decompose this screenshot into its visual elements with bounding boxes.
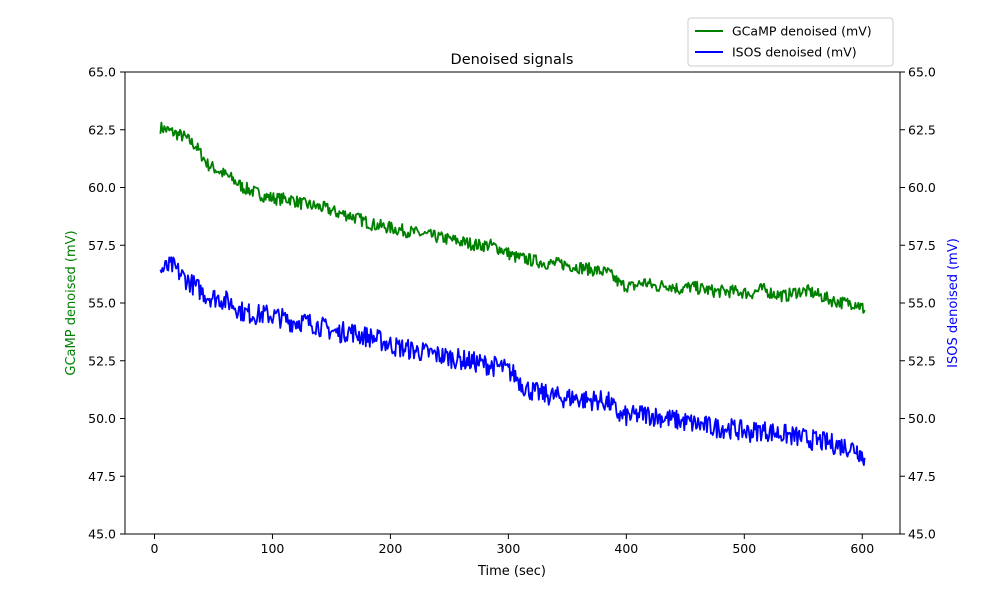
x-tick-label: 300 — [496, 541, 520, 556]
left-axis-ticks: 45.0 47.5 50.0 52.5 55.0 57.5 60.0 62.5 65.0 — [88, 65, 125, 542]
x-axis-label: Time (sec) — [477, 564, 546, 579]
legend: GCaMP denoised (mV) ISOS denoised (mV) — [687, 17, 894, 67]
x-tick-label: 200 — [378, 541, 402, 556]
left-tick-label: 55.0 — [88, 296, 116, 311]
chart-title: Denoised signals — [451, 52, 574, 68]
left-tick-label: 47.5 — [88, 469, 116, 484]
right-tick-label: 50.0 — [908, 411, 936, 426]
x-axis-ticks: 0 100 200 300 400 500 600 — [151, 534, 874, 556]
series-line-isos — [159, 256, 866, 467]
legend-label-isos: ISOS denoised (mV) — [732, 45, 857, 60]
right-axis-label: ISOS denoised (mV) — [946, 238, 961, 368]
right-tick-label: 52.5 — [908, 353, 936, 368]
left-tick-label: 50.0 — [88, 411, 116, 426]
x-tick-label: 0 — [151, 541, 159, 556]
right-tick-label: 60.0 — [908, 180, 936, 195]
x-tick-label: 500 — [732, 541, 756, 556]
legend-label-gcamp: GCaMP denoised (mV) — [732, 24, 872, 39]
left-tick-label: 57.5 — [88, 238, 116, 253]
right-tick-label: 47.5 — [908, 469, 936, 484]
right-tick-label: 65.0 — [908, 65, 936, 80]
right-axis-ticks: 45.0 47.5 50.0 52.5 55.0 57.5 60.0 62.5 65.0 — [900, 65, 936, 542]
right-tick-label: 45.0 — [908, 527, 936, 542]
series-line-gcamp — [159, 121, 866, 314]
right-tick-label: 57.5 — [908, 238, 936, 253]
left-tick-label: 52.5 — [88, 353, 116, 368]
left-tick-label: 45.0 — [88, 527, 116, 542]
x-tick-label: 600 — [850, 541, 874, 556]
x-tick-label: 400 — [614, 541, 638, 556]
legend-box — [687, 17, 894, 67]
plot-lines — [159, 121, 866, 467]
left-tick-label: 60.0 — [88, 180, 116, 195]
x-tick-label: 100 — [261, 541, 285, 556]
left-tick-label: 65.0 — [88, 65, 116, 80]
left-tick-label: 62.5 — [88, 122, 116, 137]
left-axis-label: GCaMP denoised (mV) — [64, 230, 79, 375]
right-tick-label: 62.5 — [908, 122, 936, 137]
right-tick-label: 55.0 — [908, 296, 936, 311]
